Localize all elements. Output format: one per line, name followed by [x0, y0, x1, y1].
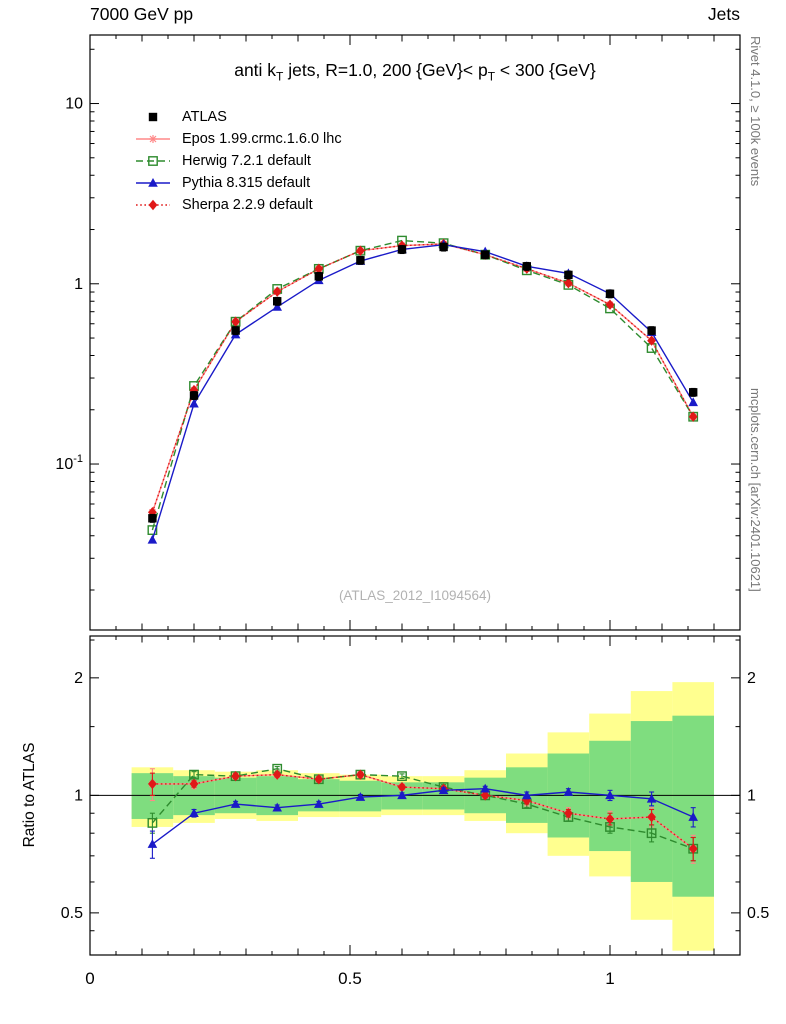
- title-text: < 300 {GeV}: [495, 60, 596, 80]
- plot-title: anti kT jets, R=1.0, 200 {GeV}< pT < 300…: [90, 60, 740, 84]
- mcplots-reference-label: mcplots.cern.ch [arXiv:2401.10621]: [748, 388, 763, 592]
- sherpa-legend-marker-icon: [136, 199, 170, 211]
- svg-text:0.5: 0.5: [747, 905, 769, 922]
- svg-text:1: 1: [74, 276, 83, 293]
- herwig-legend-marker-icon: [136, 156, 170, 166]
- svg-text:1: 1: [605, 969, 614, 988]
- title-subscript: T: [487, 69, 496, 84]
- svg-text:1: 1: [74, 787, 83, 804]
- legend-label: Sherpa 2.2.9 default: [182, 197, 313, 213]
- atlas-legend-marker-icon: [148, 112, 158, 122]
- pythia-legend-marker-icon: [136, 178, 170, 187]
- epos-legend-marker-icon: [136, 135, 170, 143]
- analysis-id-watermark: (ATLAS_2012_I1094564): [338, 588, 492, 603]
- svg-text:2: 2: [747, 670, 756, 687]
- svg-text:10-1: 10-1: [55, 453, 83, 473]
- legend-item: Pythia 8.315 default: [133, 172, 342, 194]
- svg-text:2: 2: [74, 670, 83, 687]
- legend-label: Epos 1.99.crmc.1.6.0 lhc: [182, 131, 342, 147]
- svg-text:0: 0: [85, 969, 94, 988]
- title-subscript: T: [276, 69, 284, 84]
- rivet-version-label: Rivet 4.1.0, ≥ 100k events: [748, 36, 763, 187]
- title-text: anti k: [234, 60, 277, 80]
- legend-item: Herwig 7.2.1 default: [133, 150, 342, 172]
- legend-label: Herwig 7.2.1 default: [182, 153, 311, 169]
- title-text: jets, R=1.0, 200 {GeV}< p: [283, 60, 488, 80]
- legend-label: Pythia 8.315 default: [182, 175, 311, 191]
- legend-item: Sherpa 2.2.9 default: [133, 194, 342, 216]
- beam-label: 7000 GeV pp: [90, 4, 194, 24]
- svg-text:0.5: 0.5: [61, 905, 83, 922]
- ratio-axis-label: Ratio to ATLAS: [21, 742, 38, 848]
- legend-item: ATLAS: [133, 106, 342, 128]
- svg-text:1: 1: [747, 787, 756, 804]
- legend-label: ATLAS: [182, 109, 227, 125]
- svg-text:10: 10: [65, 96, 83, 113]
- legend-item: Epos 1.99.crmc.1.6.0 lhc: [133, 128, 342, 150]
- plot-header: 7000 GeV pp Jets: [90, 4, 740, 25]
- analysis-label: Jets: [707, 4, 740, 24]
- svg-text:0.5: 0.5: [338, 969, 362, 988]
- legend: ATLAS Epos 1.99.crmc.1.6.0 lhc Herwig 7.2.…: [133, 106, 342, 216]
